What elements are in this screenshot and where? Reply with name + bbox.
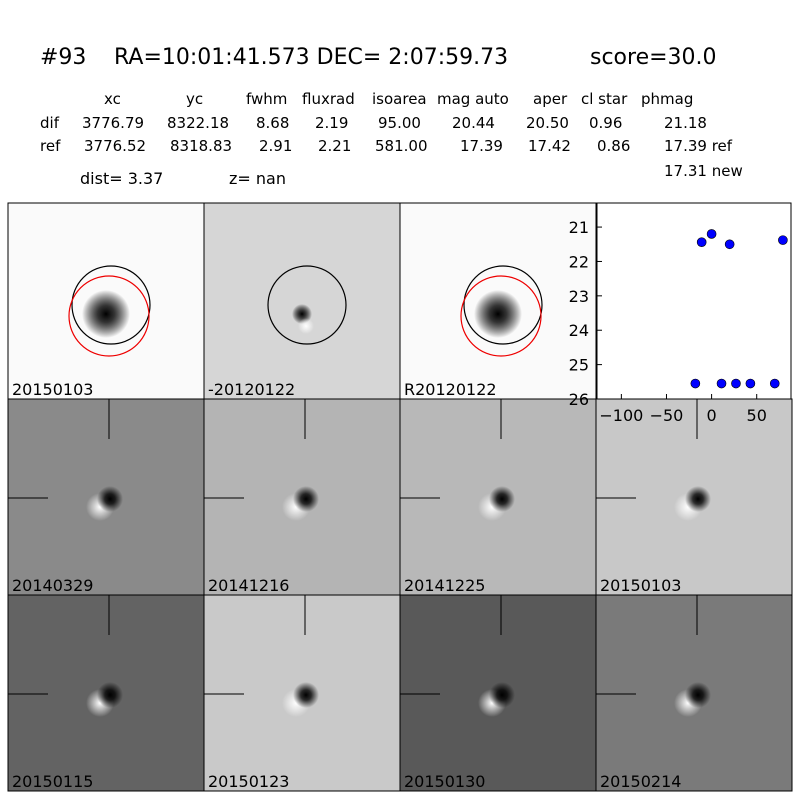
column-header: isoarea <box>372 90 427 108</box>
point <box>706 229 717 239</box>
table-cell: 95.00 <box>378 114 421 132</box>
y-tick-label: 23 <box>569 287 589 306</box>
row-label: dif <box>40 114 60 132</box>
source-blob <box>82 290 130 338</box>
panel-label: 20150123 <box>208 772 289 791</box>
y-tick-label: 22 <box>569 252 589 271</box>
panel-label: 20150103 <box>12 380 93 399</box>
image-panel: 20140329 <box>7 398 205 596</box>
plot-frame <box>596 202 792 400</box>
table-cell: 8.68 <box>256 114 289 132</box>
column-header: xc <box>104 90 121 108</box>
panel-bg <box>204 203 400 399</box>
dipole-black <box>489 486 515 512</box>
point <box>724 239 735 250</box>
panel-label: R20120122 <box>404 380 497 399</box>
image-panel: 20141216 <box>203 398 401 596</box>
dipole-black <box>685 486 711 512</box>
residual <box>298 318 314 334</box>
point <box>690 378 701 389</box>
aperture-ref <box>460 275 542 357</box>
image-panel: 20150115 <box>7 594 205 792</box>
point <box>696 237 707 247</box>
dist: dist= 3.37 <box>80 169 163 188</box>
point <box>745 378 756 389</box>
table-cell: 20.44 <box>452 114 495 132</box>
dipole-black <box>293 682 319 708</box>
y-tick-label: 24 <box>569 321 589 340</box>
point <box>731 378 741 389</box>
z: z= nan <box>229 169 286 188</box>
score: score=30.0 <box>590 45 717 70</box>
dipole-black <box>489 682 515 708</box>
table-cell: 581.00 <box>375 137 428 155</box>
image-panel: -20120122 <box>203 202 401 400</box>
panel-label: 20141225 <box>404 576 485 595</box>
table-cell: 3776.79 <box>82 114 144 132</box>
table-cell: 0.86 <box>597 137 630 155</box>
table-cell: 21.18 <box>664 114 707 132</box>
image-panel: 20150123 <box>203 594 401 792</box>
point <box>716 378 727 389</box>
table-cell: 2.21 <box>318 137 351 155</box>
panel-label: -20120122 <box>208 380 295 399</box>
column-header: cl star <box>581 90 628 108</box>
panel-label: 20150130 <box>404 772 485 791</box>
x-tick-label: −50 <box>650 406 684 425</box>
panel-label: 20150214 <box>600 772 681 791</box>
plot-bg <box>597 203 791 399</box>
x-tick-label: 0 <box>707 406 717 425</box>
row-label: ref <box>40 137 61 155</box>
table-cell: 2.91 <box>259 137 292 155</box>
column-header: phmag <box>641 90 693 108</box>
x-tick-label: 50 <box>747 406 767 425</box>
column-header: fwhm <box>246 90 287 108</box>
x-tick-label: −100 <box>599 406 643 425</box>
panel-frame <box>595 594 793 792</box>
table-cell: 0.96 <box>589 114 622 132</box>
table-cell: 17.39 <box>460 137 503 155</box>
panel-label: 20141216 <box>208 576 289 595</box>
table-cell: 20.50 <box>526 114 569 132</box>
table-cell: 3776.52 <box>84 137 146 155</box>
aperture-ref <box>68 275 150 357</box>
panel-label: 20150103 <box>600 576 681 595</box>
table-cell: 8322.18 <box>167 114 229 132</box>
table-cell: 8318.83 <box>170 137 232 155</box>
aperture <box>71 265 151 345</box>
image-panel: 20150214 <box>595 594 793 792</box>
image-panel: R20120122 <box>399 202 597 400</box>
point <box>778 235 788 245</box>
object-id: #93 <box>40 45 86 70</box>
table-cell: 17.42 <box>528 137 571 155</box>
column-header: fluxrad <box>302 90 355 108</box>
image-panel: 20141225 <box>399 398 597 596</box>
point <box>769 378 780 389</box>
dipole-black <box>685 682 711 708</box>
dipole-black <box>293 486 319 512</box>
panel-label: 20140329 <box>12 576 93 595</box>
table-cell: 2.19 <box>315 114 348 132</box>
image-panel: 20150130 <box>399 594 597 792</box>
y-tick-label: 25 <box>569 356 589 375</box>
column-header: aper <box>533 90 568 108</box>
dipole-black <box>97 682 123 708</box>
y-tick-label: 21 <box>569 218 589 237</box>
source-blob <box>474 290 522 338</box>
aperture <box>267 265 347 345</box>
y-tick-label: 26 <box>569 390 589 409</box>
panel-label: 20150115 <box>12 772 93 791</box>
aperture <box>463 265 543 345</box>
image-panel: 20150103 <box>7 202 205 400</box>
column-header: mag auto <box>437 90 509 108</box>
image-panel: 20150103 <box>595 398 793 596</box>
column-header: yc <box>186 90 203 108</box>
coordinates: RA=10:01:41.573 DEC= 2:07:59.73 <box>114 45 508 70</box>
phmag-new: 17.31 new <box>664 162 743 180</box>
table-cell: 17.39 ref <box>664 137 733 155</box>
dipole-black <box>97 486 123 512</box>
